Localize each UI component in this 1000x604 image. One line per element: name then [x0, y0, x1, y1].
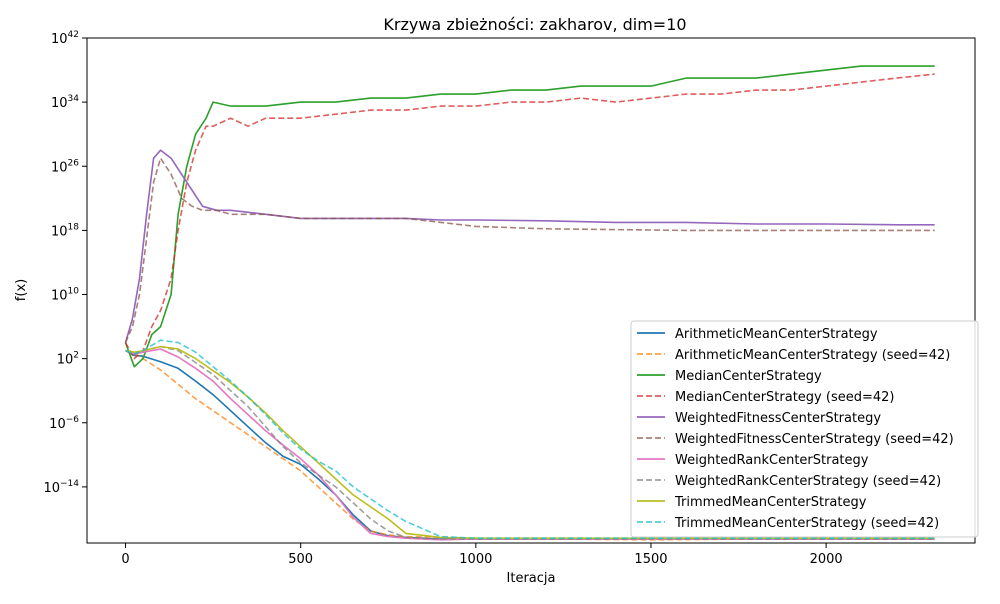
- x-tick-label: 500: [288, 552, 313, 567]
- legend-label: ArithmeticMeanCenterStrategy: [675, 327, 878, 342]
- series-line-9: [125, 339, 935, 540]
- legend-label: WeightedRankCenterStrategy (seed=42): [675, 474, 941, 489]
- y-tick-base: 10: [57, 353, 74, 368]
- y-tick-base: 10: [49, 417, 66, 432]
- series-line-7: [125, 345, 935, 540]
- legend-label: WeightedFitnessCenterStrategy (seed=42): [675, 432, 954, 447]
- y-tick-base: 10: [51, 224, 68, 239]
- y-tick-exponent: 34: [68, 94, 80, 104]
- y-tick-exponent: −14: [60, 479, 79, 489]
- y-tick-label: 102: [57, 351, 79, 368]
- y-tick-exponent: 26: [68, 158, 80, 168]
- x-tick-label: 0: [121, 552, 129, 567]
- y-tick-exponent: 2: [73, 351, 79, 361]
- y-tick-base: 10: [51, 160, 68, 175]
- y-tick-exponent: 42: [68, 30, 79, 40]
- series-line-3: [124, 73, 935, 360]
- y-tick-label: 1042: [51, 30, 79, 47]
- x-tick-label: 1000: [459, 552, 492, 567]
- series-line-4: [124, 149, 935, 343]
- legend-label: ArithmeticMeanCenterStrategy (seed=42): [675, 348, 950, 363]
- legend-label: MedianCenterStrategy: [675, 369, 822, 384]
- y-tick-base: 10: [51, 32, 68, 47]
- legend-label: TrimmedMeanCenterStrategy (seed=42): [674, 516, 939, 531]
- legend-label: TrimmedMeanCenterStrategy: [674, 495, 867, 510]
- y-tick-label: 1010: [51, 287, 79, 304]
- y-tick-label: 10−6: [49, 415, 79, 432]
- y-axis-label: f(x): [14, 279, 29, 301]
- x-axis-label: Iteracja: [507, 571, 556, 586]
- y-tick-base: 10: [51, 96, 68, 111]
- y-tick-exponent: 18: [68, 222, 80, 232]
- y-tick-exponent: 10: [68, 287, 80, 297]
- y-tick-base: 10: [43, 481, 60, 496]
- y-tick-label: 1018: [51, 222, 79, 239]
- y-tick-label: 1026: [51, 158, 79, 175]
- plot-frame: [86, 37, 976, 544]
- y-tick-label: 10−14: [43, 479, 79, 496]
- legend-label: WeightedFitnessCenterStrategy: [675, 411, 881, 426]
- y-tick-label: 1034: [51, 94, 79, 111]
- series-line-5: [124, 157, 935, 343]
- x-tick-label: 1500: [634, 552, 667, 567]
- series-line-2: [124, 65, 935, 368]
- x-tick-label: 2000: [810, 552, 843, 567]
- series-layer: [124, 65, 935, 541]
- chart-title: Krzywa zbieżności: zakharov, dim=10: [383, 15, 686, 34]
- y-tick-exponent: −6: [66, 415, 80, 425]
- legend-box: [630, 320, 979, 538]
- legend: ArithmeticMeanCenterStrategy ArithmeticMe…: [630, 320, 979, 538]
- legend-label: MedianCenterStrategy (seed=42): [675, 390, 894, 405]
- y-tick-base: 10: [51, 289, 68, 304]
- legend-label: WeightedRankCenterStrategy: [675, 453, 869, 468]
- x-axis-ticks: 0 500 1000 1500 2000: [121, 543, 843, 567]
